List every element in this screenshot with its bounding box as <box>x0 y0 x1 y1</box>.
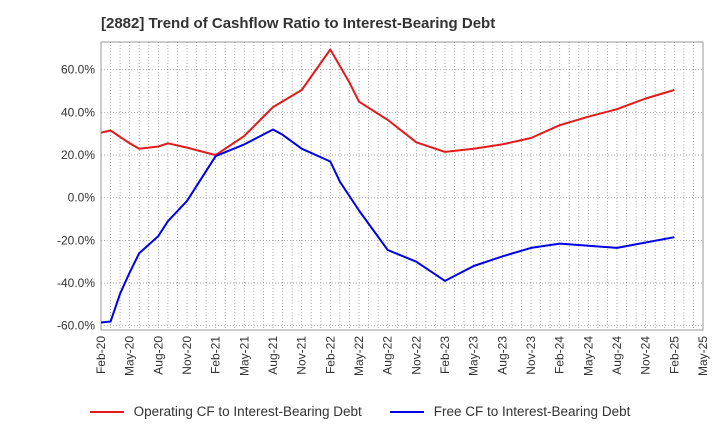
x-tick-label: Aug-22 <box>381 336 395 375</box>
x-tick-label: Feb-20 <box>94 336 108 374</box>
x-tick-label: May-23 <box>467 336 481 376</box>
y-tick-label: -20.0% <box>57 233 95 247</box>
x-tick-label: Nov-21 <box>295 336 309 375</box>
series-line-operating-cf <box>100 48 675 157</box>
x-tick-label: Nov-24 <box>639 336 653 375</box>
legend-swatch-free-cf <box>389 410 424 413</box>
legend-item-free-cf: Free CF to Interest-Bearing Debt <box>389 404 631 419</box>
x-tick-label: Feb-22 <box>323 336 337 374</box>
x-tick-label: Feb-24 <box>553 336 567 374</box>
x-tick-label: Aug-23 <box>495 336 509 375</box>
series-line-free-cf <box>100 128 675 324</box>
plot-area <box>100 41 704 331</box>
y-tick-label: -60.0% <box>57 319 95 333</box>
x-tick-label: May-22 <box>352 336 366 376</box>
y-tick-label: 0.0% <box>68 191 96 205</box>
y-tick-label: 20.0% <box>61 148 95 162</box>
plot-frame <box>100 41 704 331</box>
x-tick-label: May-25 <box>696 336 710 376</box>
legend-swatch-operating-cf <box>89 410 124 413</box>
line-chart: Feb-20 May-20 Aug-20 Nov-20 Feb-21 May-21 Aug-… <box>57 41 710 376</box>
x-tick-label: Feb-23 <box>438 336 452 374</box>
x-tick-label: Feb-25 <box>667 336 681 374</box>
y-tick-label: -40.0% <box>57 276 95 290</box>
y-tick-label: 40.0% <box>61 105 95 119</box>
x-tick-label: May-20 <box>123 336 137 376</box>
x-tick-label: Aug-24 <box>610 336 624 375</box>
legend-item-operating-cf: Operating CF to Interest-Bearing Debt <box>89 404 362 419</box>
x-tick-label: Aug-21 <box>266 336 280 375</box>
legend-label-operating-cf: Operating CF to Interest-Bearing Debt <box>133 404 362 419</box>
x-tick-label: Nov-20 <box>180 336 194 375</box>
x-tick-label: Feb-21 <box>209 336 223 374</box>
y-tick-label: 60.0% <box>61 63 95 77</box>
x-tick-label: Nov-23 <box>524 336 538 375</box>
x-tick-label: May-24 <box>581 336 595 376</box>
x-tick-label: Aug-20 <box>151 336 165 375</box>
x-tick-label: Nov-22 <box>409 336 423 375</box>
x-tick-label: May-21 <box>237 336 251 376</box>
chart-legend: Operating CF to Interest-Bearing Debt Fr… <box>0 404 720 419</box>
chart-title: [2882] Trend of Cashflow Ratio to Intere… <box>101 15 496 32</box>
legend-label-free-cf: Free CF to Interest-Bearing Debt <box>433 404 631 419</box>
